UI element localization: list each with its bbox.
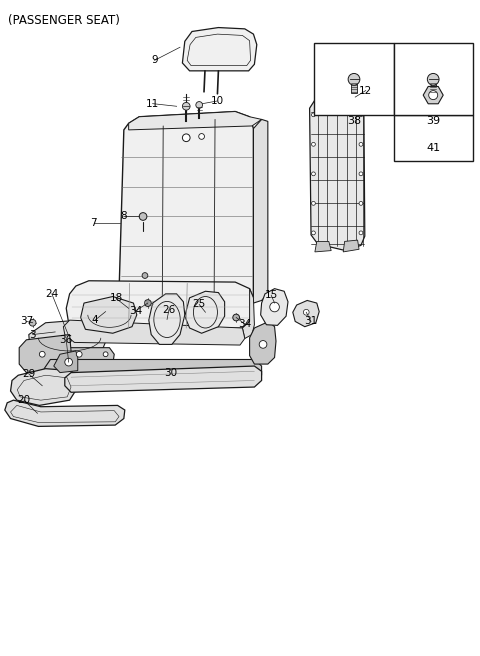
Polygon shape <box>423 87 443 104</box>
Polygon shape <box>253 119 268 303</box>
Circle shape <box>199 134 204 139</box>
Text: 26: 26 <box>162 304 176 315</box>
Circle shape <box>303 310 309 315</box>
Text: 41: 41 <box>426 142 440 153</box>
Polygon shape <box>129 112 262 130</box>
Polygon shape <box>149 294 185 344</box>
Circle shape <box>312 113 315 117</box>
Circle shape <box>39 352 45 357</box>
Text: 38: 38 <box>347 116 361 127</box>
Circle shape <box>312 231 315 235</box>
Bar <box>394 115 473 161</box>
Circle shape <box>427 73 439 85</box>
Polygon shape <box>261 289 288 325</box>
Text: 8: 8 <box>120 211 127 222</box>
Polygon shape <box>11 369 77 405</box>
Polygon shape <box>242 289 254 338</box>
Text: 34: 34 <box>238 319 252 329</box>
Text: 10: 10 <box>210 96 224 106</box>
Polygon shape <box>315 241 331 252</box>
Polygon shape <box>29 320 108 356</box>
Polygon shape <box>293 300 319 327</box>
Circle shape <box>259 340 267 348</box>
Text: 24: 24 <box>45 289 59 299</box>
Circle shape <box>312 142 315 146</box>
Polygon shape <box>54 351 78 373</box>
Text: 39: 39 <box>426 116 440 127</box>
Circle shape <box>312 172 315 176</box>
Polygon shape <box>119 112 253 308</box>
Text: 29: 29 <box>22 369 36 379</box>
Circle shape <box>348 73 360 85</box>
Text: 37: 37 <box>20 316 33 327</box>
Text: 3: 3 <box>29 329 36 340</box>
Circle shape <box>29 319 36 326</box>
Bar <box>394 43 473 115</box>
Polygon shape <box>250 321 276 364</box>
Circle shape <box>233 314 240 321</box>
Circle shape <box>142 273 148 278</box>
Circle shape <box>196 102 203 108</box>
Text: 30: 30 <box>164 367 177 378</box>
Text: 31: 31 <box>304 316 318 327</box>
Circle shape <box>359 113 363 117</box>
Polygon shape <box>63 320 245 345</box>
Polygon shape <box>44 359 262 375</box>
Circle shape <box>359 172 363 176</box>
Polygon shape <box>343 240 359 252</box>
Text: 34: 34 <box>129 306 142 316</box>
Circle shape <box>65 358 72 366</box>
Text: REG: REG <box>143 300 155 306</box>
Circle shape <box>429 91 438 100</box>
Circle shape <box>312 201 315 205</box>
Circle shape <box>270 302 279 312</box>
Polygon shape <box>5 400 125 426</box>
Text: 15: 15 <box>264 290 278 300</box>
Polygon shape <box>185 291 225 333</box>
Bar <box>314 43 394 115</box>
Text: 9: 9 <box>151 55 158 66</box>
Circle shape <box>139 213 147 220</box>
Circle shape <box>359 142 363 146</box>
Bar <box>351 79 357 92</box>
Circle shape <box>359 231 363 235</box>
Text: 18: 18 <box>109 293 123 304</box>
Text: 12: 12 <box>359 85 372 96</box>
Polygon shape <box>310 92 365 251</box>
Polygon shape <box>182 28 257 71</box>
Circle shape <box>76 352 82 357</box>
Text: 36: 36 <box>60 335 73 345</box>
Text: 7: 7 <box>90 218 97 228</box>
Bar <box>431 79 436 92</box>
Text: 4: 4 <box>92 315 98 325</box>
Polygon shape <box>81 297 137 333</box>
Circle shape <box>182 134 190 142</box>
Circle shape <box>144 300 151 306</box>
Text: (PASSENGER SEAT): (PASSENGER SEAT) <box>8 14 120 27</box>
Text: 11: 11 <box>146 98 159 109</box>
Circle shape <box>182 102 190 110</box>
Text: 20: 20 <box>17 395 31 405</box>
Circle shape <box>359 201 363 205</box>
Polygon shape <box>19 335 71 373</box>
Polygon shape <box>65 366 262 392</box>
Polygon shape <box>66 281 253 328</box>
Polygon shape <box>22 348 114 364</box>
Text: 25: 25 <box>192 299 206 310</box>
Circle shape <box>103 352 108 357</box>
